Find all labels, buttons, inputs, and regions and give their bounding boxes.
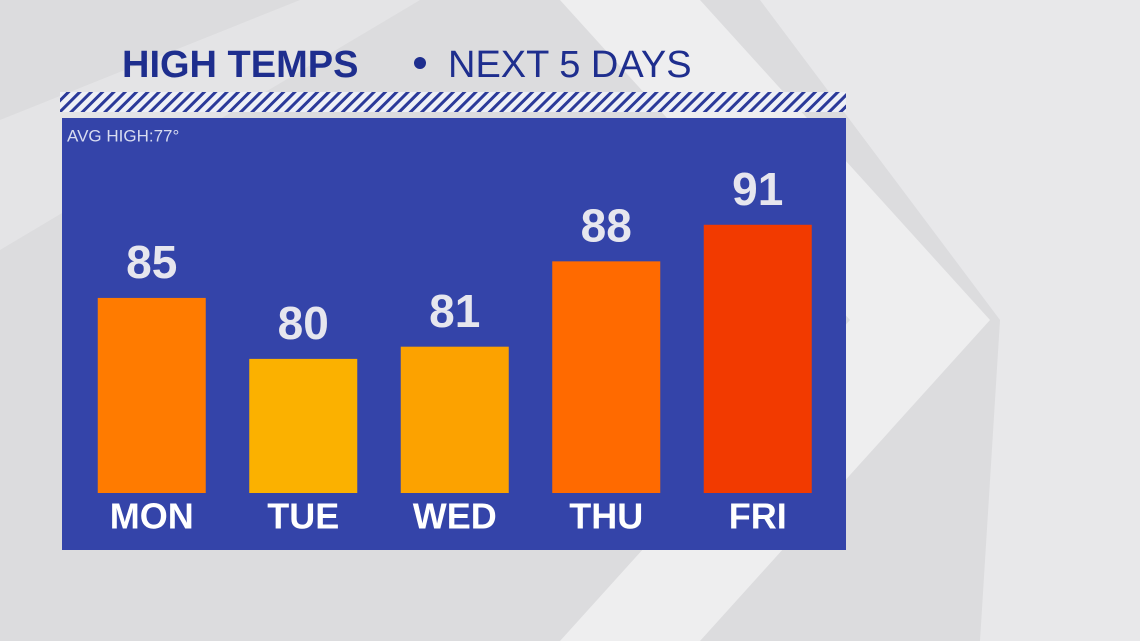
- x-tick-label: WED: [413, 496, 497, 537]
- x-tick-label: THU: [569, 496, 643, 537]
- title-separator: [414, 57, 426, 69]
- annotation: AVG HIGH:77°: [67, 126, 179, 145]
- bar: [703, 224, 812, 493]
- chart-subtitle: NEXT 5 DAYS: [448, 44, 692, 86]
- value-label: 85: [126, 236, 177, 288]
- value-label: 80: [278, 297, 329, 349]
- background-chevron: [760, 0, 1140, 641]
- bar: [249, 358, 358, 493]
- x-tick-label: TUE: [267, 496, 339, 537]
- value-label: 81: [429, 285, 480, 337]
- x-tick-label: FRI: [729, 496, 787, 537]
- hatch-band: [60, 92, 846, 112]
- bar: [400, 346, 509, 493]
- value-label: 91: [732, 163, 783, 215]
- chart-title: HIGH TEMPS: [122, 44, 358, 86]
- bar: [97, 297, 206, 493]
- value-label: 88: [581, 200, 632, 252]
- x-tick-label: MON: [110, 496, 194, 537]
- bar: [552, 261, 661, 493]
